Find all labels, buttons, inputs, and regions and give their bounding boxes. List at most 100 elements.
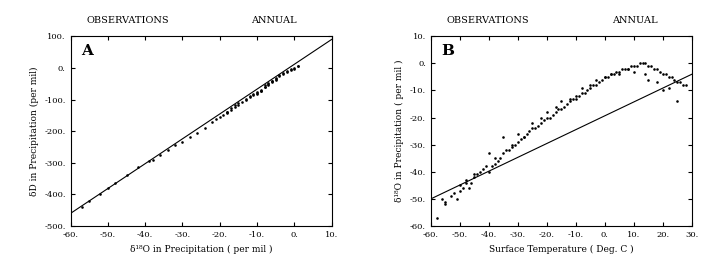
Text: OBSERVATIONS: OBSERVATIONS — [87, 16, 169, 25]
Point — [553, 107, 564, 112]
Point — [675, 80, 686, 85]
Point — [248, 93, 259, 97]
Point — [564, 99, 575, 104]
Point — [637, 61, 648, 66]
Point — [263, 81, 274, 86]
Point — [263, 83, 274, 87]
Text: B: B — [441, 44, 454, 58]
Point — [463, 186, 474, 190]
Point — [448, 191, 460, 196]
Point — [535, 115, 546, 120]
Point — [292, 64, 304, 68]
Point — [585, 83, 596, 87]
Point — [266, 80, 277, 85]
Point — [631, 64, 642, 68]
X-axis label: Surface Temperature ( Deg. C ): Surface Temperature ( Deg. C ) — [489, 244, 634, 254]
Point — [162, 148, 173, 152]
Point — [132, 165, 143, 170]
Point — [501, 148, 512, 152]
Point — [585, 86, 596, 90]
Point — [518, 134, 530, 139]
Point — [616, 67, 628, 71]
Point — [489, 162, 501, 166]
Point — [628, 69, 640, 74]
Point — [599, 75, 611, 79]
Point — [538, 118, 549, 122]
Point — [660, 72, 671, 76]
Point — [623, 67, 634, 71]
Point — [576, 91, 587, 95]
Point — [477, 167, 489, 171]
Point — [460, 178, 472, 182]
Point — [274, 74, 285, 79]
Point — [222, 110, 233, 114]
Point — [233, 102, 244, 107]
Point — [121, 173, 132, 178]
Point — [483, 151, 494, 155]
Point — [498, 134, 509, 139]
Point — [229, 103, 240, 107]
Point — [218, 112, 229, 117]
Point — [270, 77, 282, 81]
Point — [143, 159, 155, 163]
Point — [570, 96, 582, 101]
Point — [431, 216, 442, 220]
Point — [474, 170, 486, 174]
Point — [233, 100, 244, 105]
Point — [248, 92, 259, 97]
Point — [281, 69, 292, 73]
Point — [225, 106, 237, 110]
Point — [568, 96, 579, 101]
Point — [76, 205, 88, 209]
Point — [642, 77, 654, 82]
Point — [623, 67, 634, 71]
Point — [506, 145, 517, 150]
Point — [270, 78, 282, 82]
Point — [240, 97, 251, 101]
Point — [259, 83, 270, 88]
Point — [266, 79, 277, 83]
Point — [457, 186, 468, 190]
Point — [561, 102, 573, 106]
Point — [597, 77, 608, 82]
Point — [544, 115, 556, 120]
Point — [244, 95, 256, 100]
Point — [652, 80, 663, 85]
Point — [550, 105, 561, 109]
Point — [229, 105, 240, 109]
Point — [564, 96, 575, 101]
Point — [681, 83, 692, 87]
Point — [620, 67, 631, 71]
Point — [626, 64, 637, 68]
Point — [576, 86, 587, 90]
Point — [240, 97, 251, 102]
Point — [255, 88, 266, 92]
Point — [176, 140, 188, 145]
Point — [169, 143, 181, 148]
Point — [281, 69, 292, 74]
Point — [437, 197, 448, 201]
Point — [199, 126, 210, 130]
Point — [599, 75, 611, 79]
Text: ANNUAL: ANNUAL — [611, 16, 657, 25]
Text: A: A — [81, 44, 93, 58]
Point — [602, 75, 614, 79]
Point — [611, 69, 622, 74]
Point — [666, 75, 677, 79]
Point — [605, 72, 616, 76]
Point — [222, 110, 233, 115]
Point — [663, 75, 674, 79]
Point — [652, 67, 663, 71]
Point — [492, 159, 503, 163]
Point — [579, 91, 590, 95]
Point — [251, 90, 263, 94]
Point — [225, 107, 237, 112]
Point — [530, 126, 541, 131]
Point — [582, 88, 593, 93]
Point — [289, 66, 300, 71]
Point — [466, 181, 477, 185]
Point — [472, 172, 483, 177]
Point — [657, 72, 669, 76]
Point — [237, 100, 248, 104]
Point — [614, 69, 625, 74]
